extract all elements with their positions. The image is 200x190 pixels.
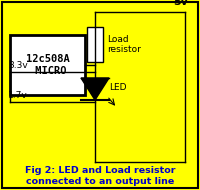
Bar	[87, 27, 103, 62]
Polygon shape	[81, 78, 109, 100]
Text: 5v: 5v	[173, 0, 188, 7]
Text: LED: LED	[109, 82, 127, 92]
Bar	[10, 35, 85, 95]
Text: Load
resistor: Load resistor	[107, 35, 141, 54]
Text: 1.7v: 1.7v	[8, 91, 28, 100]
Text: Fig 2: LED and Load resistor
connected to an output line: Fig 2: LED and Load resistor connected t…	[25, 166, 175, 186]
Text: 3.3v: 3.3v	[8, 61, 28, 70]
Text: 12c508A
 MICRO: 12c508A MICRO	[26, 54, 69, 76]
